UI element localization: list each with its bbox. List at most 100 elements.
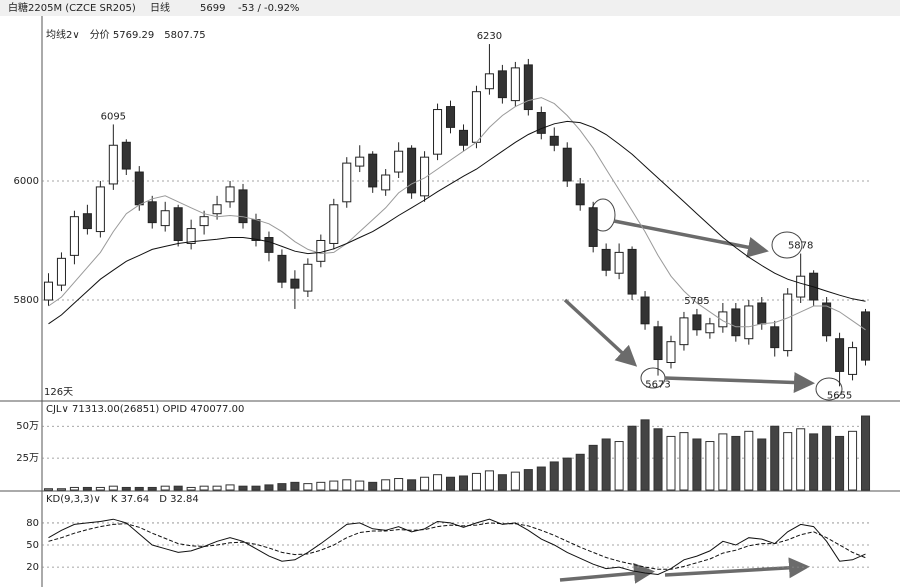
candle-body bbox=[303, 263, 313, 292]
candle-body bbox=[822, 302, 832, 337]
symbol: 白糖2205M (CZCE SR205) bbox=[8, 1, 136, 14]
price-label: 5785 bbox=[684, 296, 709, 307]
candle-body bbox=[225, 186, 235, 203]
volume-bar bbox=[95, 486, 105, 491]
candle-body bbox=[640, 296, 650, 325]
candle-body bbox=[835, 338, 845, 372]
change: -53 / -0.92% bbox=[238, 3, 299, 14]
price-label: 6230 bbox=[477, 31, 502, 42]
volume-bar bbox=[692, 438, 702, 491]
arrow bbox=[563, 298, 638, 367]
candle-body bbox=[796, 275, 806, 298]
y-tick-label: 50万 bbox=[16, 421, 39, 432]
candle-body bbox=[458, 129, 469, 146]
candle-body bbox=[108, 144, 118, 185]
candle-body bbox=[627, 248, 637, 295]
candle-body bbox=[199, 216, 209, 227]
candle-body bbox=[510, 67, 520, 102]
candle-body bbox=[433, 109, 443, 155]
volume-bar bbox=[290, 481, 300, 491]
volume-bar bbox=[809, 433, 819, 491]
candle-body bbox=[536, 112, 546, 134]
volume-bar bbox=[601, 438, 611, 491]
candle-body bbox=[783, 293, 793, 352]
candle-body bbox=[744, 305, 754, 340]
arrow bbox=[664, 557, 810, 579]
candle-body bbox=[471, 91, 481, 143]
panel-title: 均线2∨ bbox=[46, 28, 80, 41]
volume-bar bbox=[484, 470, 494, 491]
volume-bar bbox=[575, 453, 585, 491]
volume-bar bbox=[731, 435, 741, 491]
legend-entry: 分价 5769.29 bbox=[90, 29, 155, 41]
volume-bar bbox=[640, 419, 650, 491]
candle-body bbox=[121, 141, 131, 170]
candle-body bbox=[69, 216, 79, 256]
candle-body bbox=[290, 278, 300, 289]
volume-bar bbox=[679, 432, 689, 491]
volume-bar bbox=[121, 486, 131, 491]
volume-bar bbox=[108, 485, 118, 491]
candle-body bbox=[342, 162, 352, 203]
candle-body bbox=[575, 183, 585, 206]
candle-body bbox=[251, 219, 261, 241]
volume-bar bbox=[381, 479, 391, 491]
candle-body bbox=[614, 251, 624, 274]
volume-bar bbox=[368, 481, 378, 491]
candle-body bbox=[497, 70, 507, 99]
candle-body bbox=[562, 147, 572, 182]
volume-bar bbox=[212, 485, 222, 491]
volume-bar bbox=[523, 469, 533, 491]
candle-body bbox=[549, 135, 559, 146]
volume-bar bbox=[822, 425, 832, 491]
volume-bar bbox=[329, 480, 339, 491]
volume-bar bbox=[783, 432, 793, 491]
volume-bar bbox=[471, 472, 481, 491]
candle-body bbox=[43, 281, 54, 301]
volume-bar bbox=[199, 485, 209, 491]
candle-body bbox=[160, 210, 170, 227]
candle-body bbox=[679, 317, 689, 346]
volume-bar bbox=[497, 474, 507, 491]
volume-bar bbox=[562, 457, 572, 491]
volume-bar bbox=[160, 485, 170, 491]
panel-title: CJL∨ 71313.00(26851) OPID 470077.00 bbox=[46, 404, 244, 415]
line bbox=[48, 97, 866, 331]
panel-title: KD(9,3,3)∨ bbox=[46, 494, 101, 505]
candle-body bbox=[264, 237, 274, 253]
candle-body bbox=[666, 341, 676, 364]
volume-bar bbox=[705, 441, 715, 491]
volume-bar bbox=[316, 481, 326, 491]
candle-body bbox=[394, 150, 404, 173]
volume-bar bbox=[82, 486, 92, 491]
volume-bar bbox=[835, 435, 845, 491]
volume-bar bbox=[549, 461, 559, 491]
volume-bar bbox=[666, 435, 676, 491]
price-label: 5655 bbox=[827, 390, 852, 401]
volume-bar bbox=[757, 438, 767, 491]
volume-bar bbox=[225, 484, 235, 491]
volume-bar bbox=[718, 433, 728, 491]
candle-body bbox=[848, 347, 858, 375]
candle-body bbox=[420, 156, 430, 197]
line bbox=[48, 518, 866, 576]
candle-body bbox=[368, 153, 378, 188]
volume-bar bbox=[134, 486, 144, 491]
y-tick-label: 6000 bbox=[14, 176, 39, 187]
candle-body bbox=[329, 204, 339, 244]
volume-bar bbox=[251, 485, 261, 491]
y-tick-label: 20 bbox=[26, 562, 39, 573]
volume-bar bbox=[43, 488, 54, 491]
candle-body bbox=[731, 308, 741, 337]
arrow bbox=[664, 372, 815, 394]
candle-body bbox=[757, 302, 767, 325]
volume-bar bbox=[173, 485, 183, 491]
volume-bar bbox=[69, 486, 79, 491]
volume-bar bbox=[277, 483, 287, 491]
volume-bar bbox=[303, 483, 313, 491]
volume-bar bbox=[238, 485, 248, 491]
candle-body bbox=[588, 207, 598, 247]
arrow bbox=[613, 219, 769, 258]
y-tick-label: 5800 bbox=[14, 295, 39, 306]
